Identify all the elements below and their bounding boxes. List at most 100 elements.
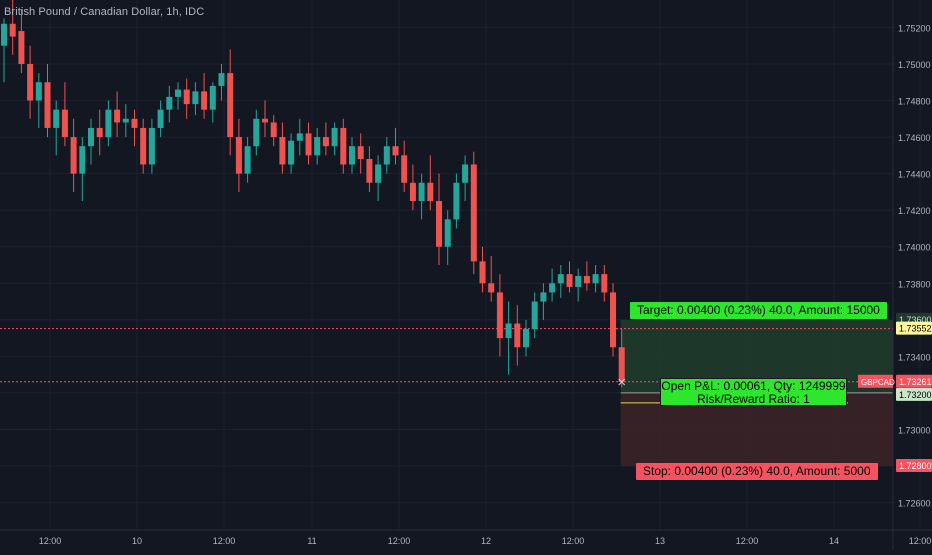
candle-body[interactable] — [566, 274, 573, 287]
candle-body[interactable] — [131, 118, 138, 128]
candle-body[interactable] — [201, 91, 208, 110]
candle-body[interactable] — [270, 122, 277, 138]
candle-body[interactable] — [496, 292, 503, 339]
candle-body[interactable] — [9, 23, 16, 37]
entry-axis-label-bg — [896, 387, 932, 401]
current-price-axis-label: 1.73261 — [899, 377, 932, 387]
stop-label[interactable]: Stop: 0.00400 (0.23%) 40.0, Amount: 5000 — [636, 463, 878, 480]
stop-axis-label-bg — [896, 459, 932, 473]
x-tick-label: 12:00 — [562, 536, 585, 546]
candle-body[interactable] — [175, 89, 181, 97]
y-tick-label: 1.74200 — [898, 206, 931, 216]
candle-body[interactable] — [366, 159, 373, 183]
candle-body[interactable] — [235, 137, 242, 174]
candle-body[interactable] — [288, 140, 295, 165]
candle-body[interactable] — [322, 137, 329, 147]
candle-body[interactable] — [383, 146, 390, 165]
candle-body[interactable] — [540, 292, 547, 302]
y-tick-label: 1.72600 — [898, 499, 931, 509]
candle-body[interactable] — [79, 146, 86, 174]
candle-body[interactable] — [549, 283, 556, 293]
candle-body[interactable] — [192, 91, 199, 105]
candle-body[interactable] — [244, 146, 251, 174]
candle-body[interactable] — [418, 182, 425, 202]
candle-body[interactable] — [531, 301, 538, 329]
candle-body[interactable] — [305, 133, 312, 156]
candle-body[interactable] — [53, 109, 60, 128]
x-tick-label: 14 — [829, 536, 839, 546]
y-tick-label: 1.74800 — [898, 97, 931, 107]
target-label[interactable]: Target: 0.00400 (0.23%) 40.0, Amount: 15… — [630, 302, 887, 319]
candle-body[interactable] — [18, 31, 25, 64]
candle-body[interactable] — [575, 275, 582, 287]
candle-body[interactable] — [279, 137, 286, 165]
candle-body[interactable] — [470, 164, 477, 262]
candle-body[interactable] — [444, 219, 451, 247]
candle-body[interactable] — [610, 292, 616, 348]
candle-body[interactable] — [35, 82, 42, 101]
candle-body[interactable] — [1, 23, 7, 46]
candle-body[interactable] — [453, 182, 460, 220]
candle-body[interactable] — [218, 73, 225, 86]
candle-body[interactable] — [583, 275, 590, 284]
x-tick-label: 12:00 — [39, 536, 62, 546]
candle-body[interactable] — [523, 328, 529, 348]
candle-body[interactable] — [27, 63, 34, 101]
candle-body[interactable] — [44, 82, 51, 128]
candle-body[interactable] — [505, 323, 512, 339]
y-tick-label: 1.74400 — [898, 170, 931, 180]
candle-body[interactable] — [140, 127, 147, 165]
cursor-cross-icon — [618, 378, 626, 386]
candle-body[interactable] — [70, 137, 77, 174]
y-tick-label: 1.74000 — [898, 243, 931, 253]
candle-body[interactable] — [183, 89, 190, 105]
candle-body[interactable] — [331, 127, 338, 147]
candle-body[interactable] — [296, 133, 303, 141]
candle-body[interactable] — [349, 146, 355, 165]
candle-body[interactable] — [436, 201, 442, 247]
candle-body[interactable] — [227, 73, 234, 138]
candle-body[interactable] — [557, 274, 564, 284]
open-pnl-label[interactable]: Open P&L: 0.00061, Qty: 1249999 Risk/Rew… — [660, 378, 847, 406]
candle-body[interactable] — [209, 85, 216, 110]
candle-body[interactable] — [375, 164, 382, 183]
y-tick-label: 1.74600 — [898, 133, 931, 143]
x-tick-label: 12 — [481, 536, 491, 546]
y-tick-label: 1.73000 — [898, 425, 931, 435]
x-tick-label: 12:00 — [736, 536, 759, 546]
candle-body[interactable] — [262, 118, 268, 123]
candle-body[interactable] — [157, 109, 164, 128]
candle-body[interactable] — [462, 164, 469, 183]
candle-body[interactable] — [401, 155, 408, 183]
candle-body[interactable] — [618, 347, 625, 382]
entry-axis-label: 1.73200 — [899, 390, 932, 400]
candle-body[interactable] — [114, 109, 121, 123]
candle-body[interactable] — [166, 96, 173, 110]
candle-body[interactable] — [253, 118, 260, 147]
candle-body[interactable] — [314, 137, 321, 156]
candle-body[interactable] — [479, 261, 486, 284]
x-tick-label: 13 — [655, 536, 665, 546]
candle-body[interactable] — [514, 323, 521, 348]
candle-body[interactable] — [409, 182, 416, 202]
candle-body[interactable] — [427, 182, 434, 202]
x-tick-label: 11 — [307, 536, 316, 546]
candle-body[interactable] — [148, 127, 155, 165]
candle-body[interactable] — [601, 274, 608, 293]
candle-body[interactable] — [488, 283, 495, 293]
candle-body[interactable] — [357, 146, 364, 159]
x-tick-label: 10 — [132, 536, 142, 546]
candle-body[interactable] — [592, 274, 599, 284]
candle-body[interactable] — [392, 146, 399, 156]
candle-body[interactable] — [105, 109, 112, 138]
candle-body[interactable] — [61, 109, 68, 138]
candle-body[interactable] — [340, 127, 347, 165]
candle-body[interactable] — [96, 127, 103, 138]
candle-body[interactable] — [122, 118, 129, 123]
target-axis-label: 1.73600 — [899, 315, 932, 325]
current-price-axis-label-bg — [896, 374, 932, 388]
symbol-tag: GBPCAD — [861, 378, 895, 387]
candle-body[interactable] — [88, 127, 94, 147]
